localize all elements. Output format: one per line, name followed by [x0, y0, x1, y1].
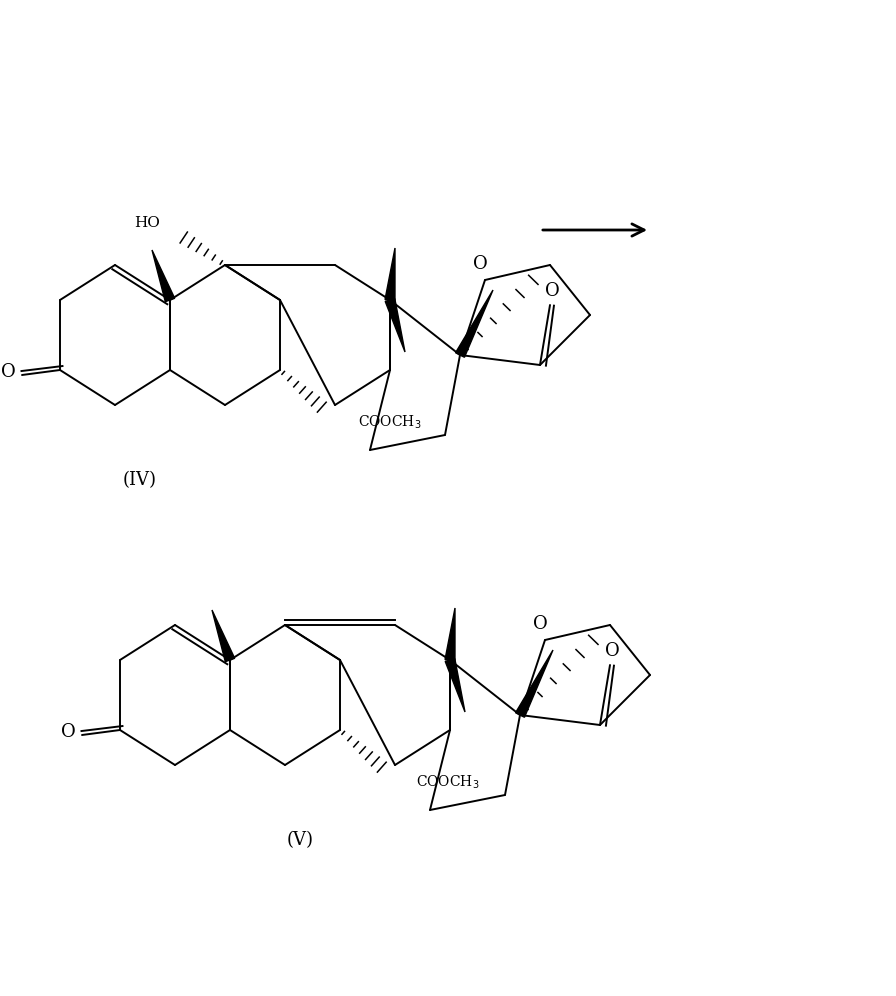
Text: O: O	[605, 642, 619, 660]
Polygon shape	[152, 250, 175, 302]
Text: COOCH$_3$: COOCH$_3$	[417, 773, 479, 791]
Polygon shape	[385, 248, 395, 301]
Text: O: O	[61, 723, 75, 741]
Text: COOCH$_3$: COOCH$_3$	[358, 413, 422, 430]
Text: HO: HO	[134, 216, 160, 230]
Text: O: O	[545, 282, 559, 300]
Text: O: O	[1, 363, 15, 381]
Polygon shape	[515, 650, 553, 717]
Polygon shape	[385, 299, 405, 352]
Text: (IV): (IV)	[123, 471, 157, 489]
Polygon shape	[455, 290, 493, 358]
Text: O: O	[472, 255, 487, 273]
Text: (V): (V)	[287, 831, 314, 849]
Polygon shape	[445, 658, 465, 712]
Polygon shape	[212, 610, 235, 661]
Polygon shape	[445, 608, 455, 660]
Text: O: O	[532, 615, 547, 633]
